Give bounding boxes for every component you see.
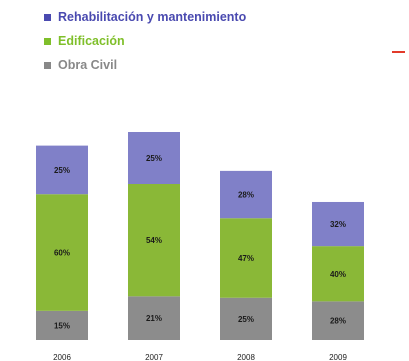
legend-label-rehabilitacion-y-mantenimiento: Rehabilitación y mantenimiento (58, 10, 247, 24)
bar-segment-obra-civil-2007 (128, 296, 180, 340)
data-label-rehabilitacion-y-mantenimiento-2006: 25% (54, 166, 70, 175)
data-label-obra-civil-2006: 15% (54, 321, 70, 330)
legend-label-obra-civil: Obra Civil (58, 58, 117, 72)
bar-segment-edificacion-2007 (128, 184, 180, 297)
data-label-obra-civil-2007: 21% (146, 314, 162, 323)
bar-segment-rehabilitacion-y-mantenimiento-2008 (220, 170, 272, 219)
bar-segment-obra-civil-2006 (36, 310, 88, 340)
data-label-edificacion-2009: 40% (330, 270, 346, 279)
x-tick-label-2009: 2009 (329, 353, 347, 361)
bar-segment-edificacion-2006 (36, 194, 88, 311)
data-label-edificacion-2008: 47% (238, 254, 254, 263)
x-tick-label-2006: 2006 (53, 353, 71, 361)
data-label-rehabilitacion-y-mantenimiento-2007: 25% (146, 154, 162, 163)
x-axis-ticks: 2006 2007 2008 2009 (53, 353, 347, 361)
chart-legend: Rehabilitación y mantenimiento Edificació… (44, 10, 247, 72)
data-label-obra-civil-2009: 28% (330, 317, 346, 326)
x-tick-label-2007: 2007 (145, 353, 163, 361)
legend-swatch-edificacion (44, 38, 51, 45)
data-label-edificacion-2007: 54% (146, 236, 162, 245)
data-label-rehabilitacion-y-mantenimiento-2009: 32% (330, 220, 346, 229)
bar-segment-rehabilitacion-y-mantenimiento-2007 (128, 132, 180, 184)
bar-segment-obra-civil-2009 (312, 301, 364, 340)
bar-segment-rehabilitacion-y-mantenimiento-2009 (312, 201, 364, 247)
bar-segment-edificacion-2008 (220, 218, 272, 298)
bar-segment-rehabilitacion-y-mantenimiento-2006 (36, 145, 88, 195)
data-label-rehabilitacion-y-mantenimiento-2008: 28% (238, 191, 254, 200)
bar-segment-edificacion-2009 (312, 246, 364, 302)
legend-label-edificacion: Edificación (58, 34, 125, 48)
legend-swatch-rehabilitacion-y-mantenimiento (44, 14, 51, 21)
bar-segment-obra-civil-2008 (220, 297, 272, 340)
data-label-edificacion-2006: 60% (54, 249, 70, 258)
bars-group: 15% 60% 25% 21% 54% 25% 25% 47% 28% 28% 40% 32% (36, 132, 364, 340)
data-label-obra-civil-2008: 25% (238, 315, 254, 324)
legend-swatch-obra-civil (44, 62, 51, 69)
x-tick-label-2008: 2008 (237, 353, 255, 361)
